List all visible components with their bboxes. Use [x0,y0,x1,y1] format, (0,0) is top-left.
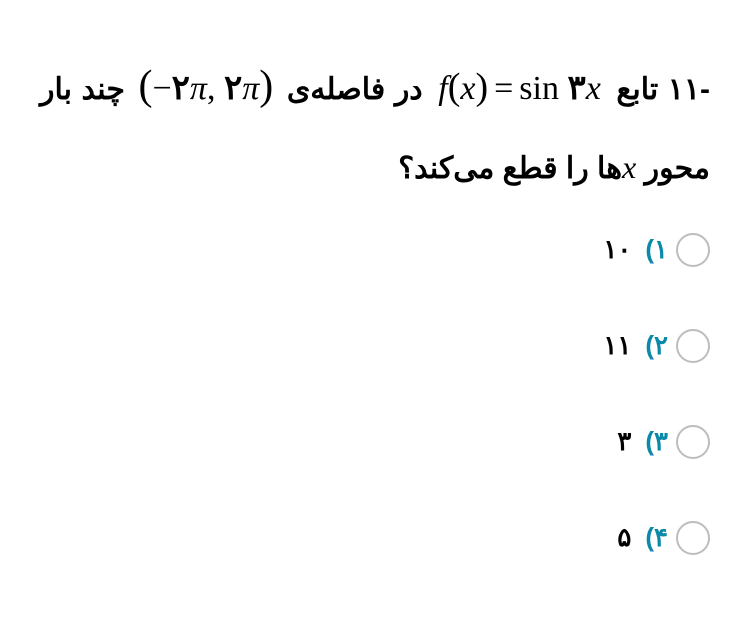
option-1[interactable]: ۱) ۱۰ [40,233,710,267]
option-number: ۲) [645,330,668,361]
f-letter: f [438,70,447,107]
option-value: ۳ [617,426,631,457]
question-part1: تابع [616,73,658,106]
formula: f(x)=sin ۳x [438,46,601,130]
two-1: ۲ [172,69,190,107]
option-number: ۱) [645,234,668,265]
int-lparen: ( [138,63,152,109]
pi-2: π [242,70,259,107]
lparen: ( [448,66,461,108]
equals: = [494,70,513,107]
sin-fn: sin [519,70,559,107]
option-value: ۱۱ [603,330,631,361]
option-3[interactable]: ۳) ۳ [40,425,710,459]
interval: (−۲π, ۲π) [138,40,273,132]
pi-1: π [190,70,207,107]
radio-icon[interactable] [676,233,710,267]
option-number: ۳) [645,426,668,457]
rparen: ) [475,66,488,108]
coef-3: ۳ [567,69,585,107]
question-number: -۱۱ [668,73,710,106]
question-part3b: ها را قطع می‌کند؟ [398,152,622,185]
option-value: ۱۰ [603,234,631,265]
question-part2: در فاصله‌ی [287,73,423,106]
int-rparen: ) [259,63,273,109]
question-text: -۱۱ تابع f(x)=sin ۳x در فاصله‌ی (−۲π, ۲π… [40,40,710,203]
x-axis-var: x [622,149,636,185]
x-var-2: x [586,70,601,107]
options-list: ۱) ۱۰ ۲) ۱۱ ۳) ۳ ۴) ۵ [40,233,710,555]
radio-icon[interactable] [676,329,710,363]
option-value: ۵ [617,522,631,553]
x-var: x [460,70,475,107]
radio-icon[interactable] [676,521,710,555]
option-2[interactable]: ۲) ۱۱ [40,329,710,363]
option-4[interactable]: ۴) ۵ [40,521,710,555]
radio-icon[interactable] [676,425,710,459]
comma: , [207,70,216,107]
two-2: ۲ [224,69,242,107]
neg-sign: − [152,70,171,107]
option-number: ۴) [645,522,668,553]
